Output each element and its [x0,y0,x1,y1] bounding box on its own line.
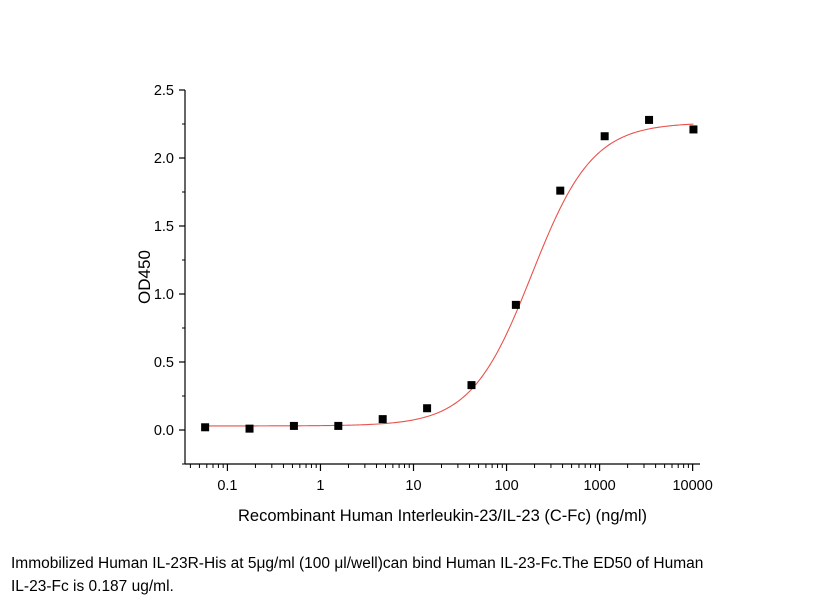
figure-caption: Immobilized Human IL-23R-His at 5μg/ml (… [11,552,836,598]
y-tick-label: 2.5 [154,83,174,99]
data-point [334,421,343,430]
x-tick-label: 100 [494,478,518,494]
x-tick-label: 10000 [672,478,712,494]
caption-line-2: IL-23-Fc is 0.187 ug/ml. [11,578,174,595]
y-tick-label: 0.0 [154,423,174,439]
x-tick-label: 1000 [583,478,615,494]
y-tick-label: 1.5 [154,219,174,235]
chart-svg: 0.0 0.5 1.0 1.5 2.0 2.5 0.1 1 10 100 1000 10000 OD… [135,83,713,525]
data-points [201,115,698,433]
y-tick-label: 2.0 [154,151,174,167]
data-point [378,415,387,424]
data-point [245,424,254,433]
y-axis-label: OD450 [135,250,154,304]
data-point [201,423,210,432]
data-point [467,381,476,390]
data-point [600,132,609,141]
data-point [556,186,565,195]
y-tick-label: 0.5 [154,355,174,371]
x-tick-label: 10 [405,478,421,494]
data-point [511,300,520,309]
data-point [645,115,654,124]
x-tick-label: 0.1 [217,478,237,494]
axes: 0.0 0.5 1.0 1.5 2.0 2.5 0.1 1 10 100 1000 10000 [154,83,713,494]
x-axis-label: Recombinant Human Interleukin-23/IL-23 (… [238,507,647,525]
fit-curve [205,123,694,427]
y-axis-ticks: 0.0 0.5 1.0 1.5 2.0 2.5 [154,83,185,465]
data-point [289,421,298,430]
data-point [423,404,432,413]
data-point [689,125,698,134]
x-tick-label: 1 [316,478,324,494]
y-tick-label: 1.0 [154,287,174,303]
x-axis-ticks: 0.1 1 10 100 1000 10000 [189,464,713,494]
caption-line-1: Immobilized Human IL-23R-His at 5μg/ml (… [11,555,704,572]
